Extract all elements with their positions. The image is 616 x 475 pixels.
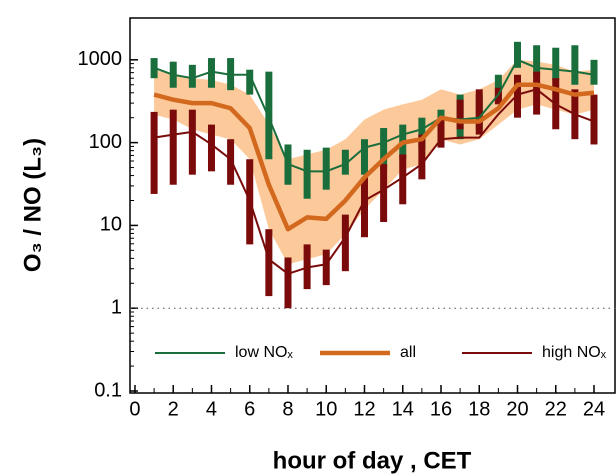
range-bar — [437, 117, 445, 148]
range-band — [154, 59, 595, 265]
x-axis-title: hour of day , CET — [273, 447, 472, 474]
range-bar — [399, 154, 407, 205]
y-tick-label: 0.1 — [94, 379, 122, 401]
range-bar — [380, 164, 388, 222]
range-bar — [513, 74, 521, 118]
range-bar — [207, 124, 215, 172]
range-bar — [513, 41, 521, 68]
range-bar — [380, 128, 388, 170]
range-bar — [475, 89, 483, 135]
legend-label: high NOₓ — [542, 344, 607, 361]
range-bar — [494, 74, 502, 100]
range-bar — [150, 111, 158, 194]
x-tick-label: 10 — [315, 398, 337, 420]
y-axis-title: O₃ / NO (L₃) — [19, 138, 46, 272]
range-bar — [533, 71, 541, 115]
range-bar — [227, 139, 235, 185]
legend-label: all — [400, 344, 416, 361]
x-tick-label: 6 — [244, 398, 255, 420]
x-tick-label: 8 — [282, 398, 293, 420]
range-bar — [207, 58, 215, 88]
range-bar — [246, 69, 254, 95]
x-tick-label: 2 — [168, 398, 179, 420]
range-bar — [360, 177, 368, 238]
y-tick-label: 10 — [100, 214, 122, 236]
series-line — [153, 82, 595, 232]
y-tick-label: 1000 — [78, 48, 123, 70]
legend-label: low NOₓ — [235, 344, 293, 361]
range-bar — [341, 214, 349, 272]
range-bar — [590, 94, 598, 145]
range-bar — [169, 109, 177, 185]
x-tick-label: 22 — [545, 398, 567, 420]
range-bar — [418, 134, 426, 180]
x-tick-label: 0 — [129, 398, 140, 420]
range-bar — [303, 149, 311, 199]
range-bar — [552, 47, 560, 81]
series-line — [153, 58, 595, 173]
x-tick-label: 4 — [206, 398, 217, 420]
x-tick-label: 20 — [506, 398, 528, 420]
x-tick-label: 12 — [353, 398, 375, 420]
range-bar — [418, 117, 426, 150]
range-bar — [265, 229, 273, 297]
x-tick-label: 24 — [583, 398, 605, 420]
range-bar — [188, 109, 196, 175]
y-tick-label: 100 — [89, 131, 122, 153]
range-bar — [284, 257, 292, 309]
range-bar — [322, 147, 330, 190]
range-bar — [571, 45, 579, 85]
range-bar — [456, 99, 464, 130]
range-bar — [360, 139, 368, 175]
range-bar — [590, 59, 598, 85]
y-tick-label: 1 — [111, 296, 122, 318]
x-tick-label: 16 — [430, 398, 452, 420]
x-tick-label: 14 — [392, 398, 414, 420]
x-tick-label: 18 — [468, 398, 490, 420]
range-bar — [188, 64, 196, 88]
series-line — [153, 88, 595, 275]
range-bar — [322, 249, 330, 286]
plot-frame — [129, 17, 616, 394]
range-bar — [341, 149, 349, 175]
range-bar — [533, 45, 541, 75]
